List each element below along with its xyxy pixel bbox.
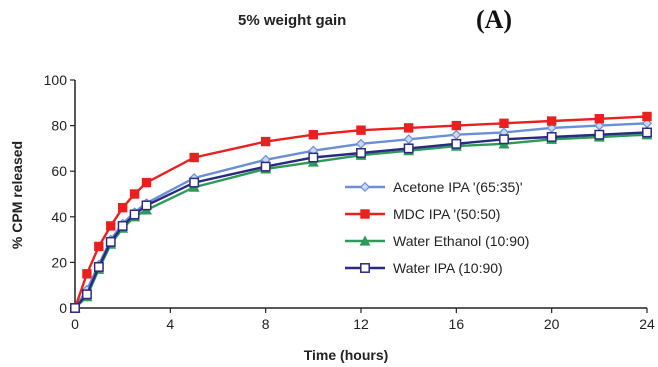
- y-tick-label-2: 40: [51, 209, 67, 225]
- series-1-point-8: [260, 136, 271, 147]
- x-tick-label-2: 8: [262, 316, 270, 332]
- legend-marker-3: [360, 263, 370, 273]
- legend-marker-2: [359, 235, 371, 246]
- x-tick-label-0: 0: [71, 316, 79, 332]
- axes: 0 20 40 60 80 100 0 4 8 12 16 20 24: [44, 72, 655, 332]
- y-axis-label: % CPM released: [9, 141, 25, 249]
- series-1-point-9: [308, 130, 319, 140]
- y-tick-label-1: 20: [51, 254, 67, 270]
- series-1-point-3: [106, 221, 116, 231]
- legend-label-3: Water IPA (10:90): [393, 260, 503, 276]
- series-1-point-15: [594, 114, 605, 124]
- series-3-point-5: [129, 209, 140, 220]
- legend: Acetone IPA '(65:35)' MDC IPA '(50:50) Wat…: [333, 169, 595, 287]
- series-1-point-1: [82, 269, 92, 279]
- series-3-point-9: [308, 152, 319, 163]
- series-3-point-6: [141, 200, 152, 211]
- y-tick-label-0: 0: [59, 300, 67, 316]
- x-tick-label-6: 24: [639, 316, 655, 332]
- series-3-point-13: [499, 134, 509, 145]
- x-tick-label-3: 12: [353, 316, 369, 332]
- series-3-point-0: [70, 303, 80, 313]
- series-3-point-10: [356, 148, 366, 158]
- series-1-point-2: [94, 241, 104, 252]
- series-1-point-14: [546, 116, 557, 126]
- x-tick-label-4: 16: [449, 316, 465, 332]
- legend-marker-0: [359, 181, 371, 193]
- series-3: [70, 127, 652, 313]
- series-1-point-7: [189, 152, 199, 163]
- series-3-point-12: [451, 138, 462, 149]
- legend-label-2: Water Ethanol (10:90): [393, 233, 529, 249]
- x-tick-label-5: 20: [544, 316, 560, 332]
- series-3-point-8: [260, 161, 271, 172]
- series-1: [70, 111, 652, 313]
- series-3-point-3: [105, 236, 116, 247]
- series-3-point-14: [546, 132, 557, 142]
- series-1-point-16: [642, 111, 652, 122]
- y-tick-label-5: 100: [44, 72, 68, 88]
- series-1-point-13: [499, 118, 509, 129]
- legend-label-0: Acetone IPA '(65:35)': [393, 179, 523, 195]
- x-tick-label-1: 4: [166, 316, 174, 332]
- series-3-point-2: [93, 262, 104, 272]
- series-3-point-4: [117, 220, 128, 231]
- series-0-point-12: [451, 129, 462, 140]
- series-1-point-4: [117, 202, 128, 213]
- series-3-point-15: [594, 129, 605, 140]
- series-1-point-5: [129, 189, 140, 199]
- x-axis-label: Time (hours): [304, 347, 389, 363]
- y-tick-label-4: 80: [51, 118, 67, 134]
- series-1-point-12: [451, 120, 462, 131]
- y-tick-label-3: 60: [51, 163, 67, 179]
- series-0-point-10: [355, 138, 367, 149]
- series-3-point-7: [189, 177, 200, 188]
- panel-label: (A): [476, 5, 513, 34]
- series-3-point-1: [81, 289, 92, 300]
- series-3-point-11: [403, 143, 414, 154]
- series-1-point-11: [403, 123, 414, 133]
- chart-title: 5% weight gain: [238, 12, 347, 29]
- legend-label-1: MDC IPA '(50:50): [393, 206, 500, 222]
- series-1-point-10: [356, 125, 366, 135]
- series-layer: [69, 111, 653, 314]
- series-0-point-11: [403, 134, 414, 145]
- series-1-point-6: [141, 177, 152, 188]
- series-3-point-16: [642, 127, 652, 138]
- legend-marker-1: [360, 209, 370, 219]
